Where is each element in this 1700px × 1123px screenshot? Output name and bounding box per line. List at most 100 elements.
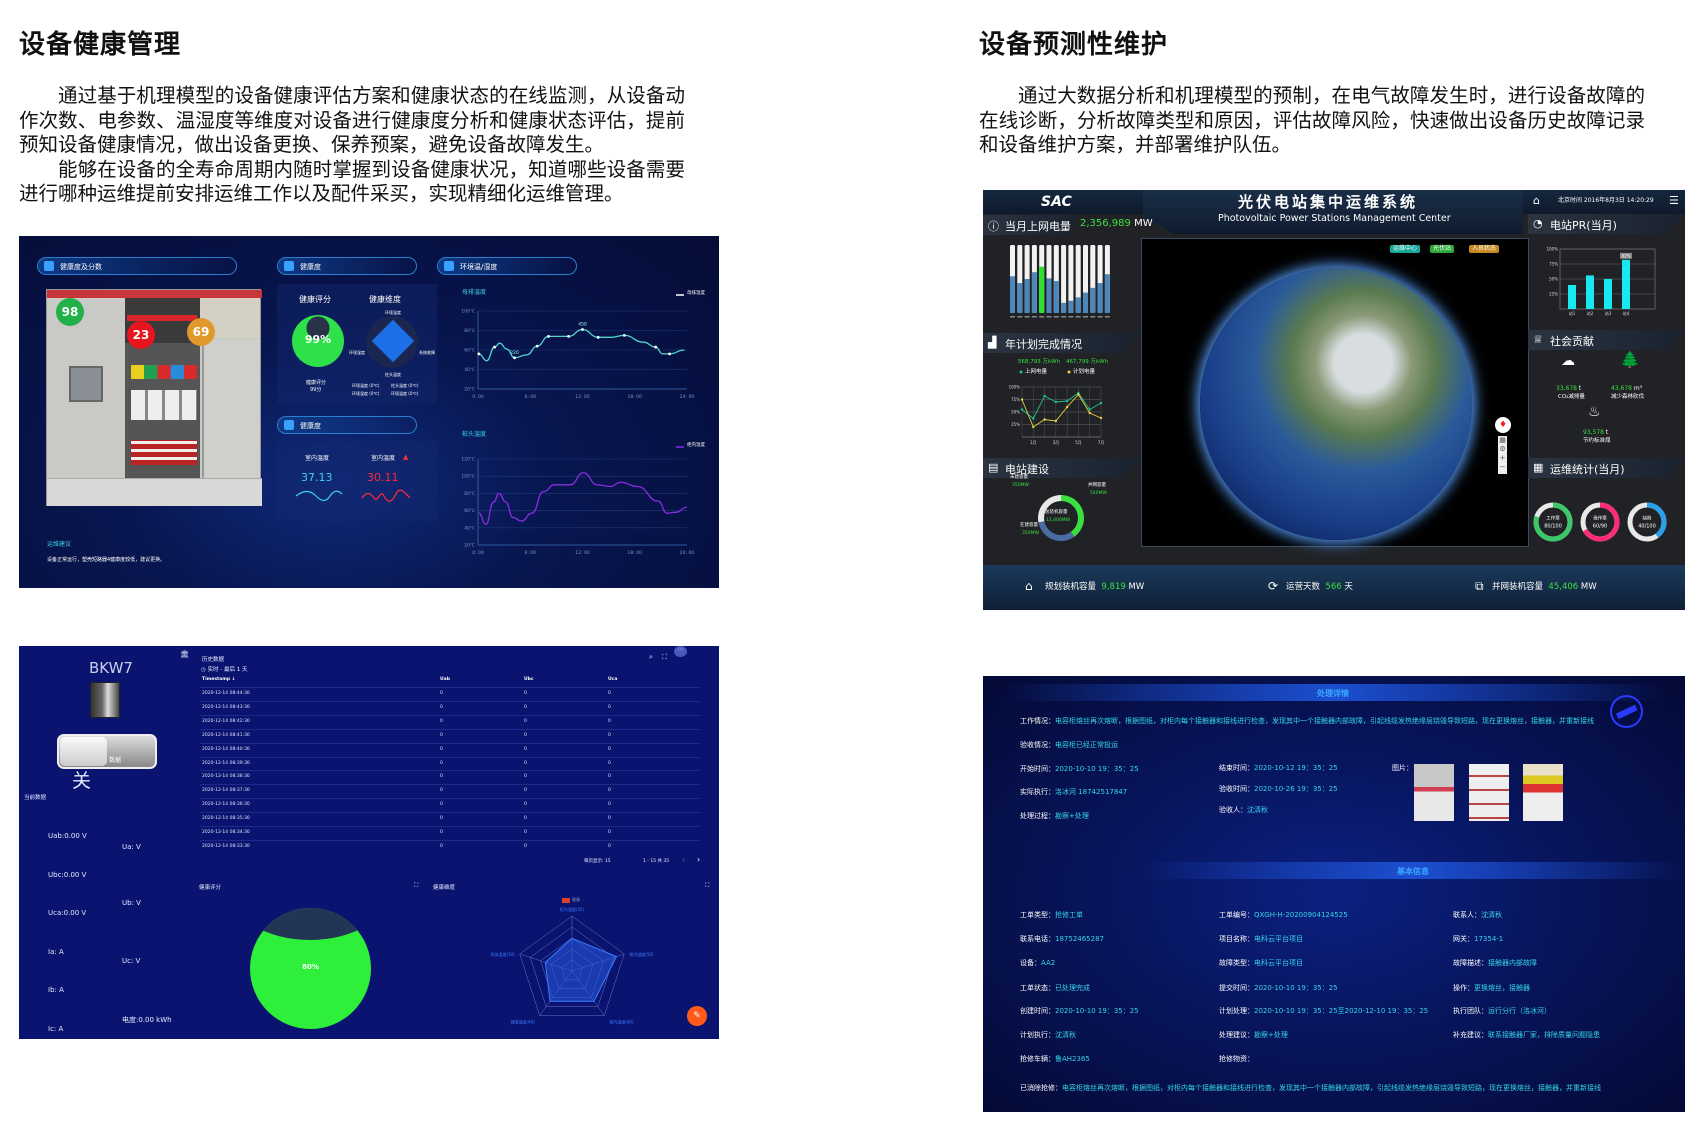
energy-bar-label: [1046, 316, 1052, 318]
ops-ring-label: 工作票: [1546, 515, 1560, 522]
basic-field-label: 执行团队：: [1453, 1007, 1488, 1015]
search-icon[interactable]: ⌕: [649, 653, 653, 661]
history-range[interactable]: 实时 - 最后 1 天: [207, 667, 248, 673]
x-tick-label: 6: 00: [524, 550, 536, 556]
health-paragraphs: 通过基于机理模型的设备健康评估方案和健康状态的在线监测，从设备动作次数、电参数、…: [19, 85, 685, 208]
table-cell: 0: [440, 788, 443, 794]
compass-icon[interactable]: ♦: [1495, 417, 1511, 433]
health-badge-1[interactable]: 98: [56, 298, 84, 326]
plan-house-icon: ⌂: [1025, 579, 1033, 593]
indoor-hum-value: 30.11: [367, 471, 399, 484]
map-tag-pv-station[interactable]: 光伏站: [1430, 245, 1455, 253]
table-cell: 0: [440, 704, 443, 710]
work-status-value: 电容柜熔丝再次熔断，根据图纸，对柜内每个接触器和接线进行检查，发现其中一个接触器…: [1055, 717, 1594, 725]
photo-section-header: 健康度及分数: [37, 257, 237, 275]
datetime: 北京时间 2016年8月3日 14:20:29: [1558, 197, 1654, 204]
edit-button[interactable]: ✎: [687, 1006, 707, 1026]
power-toggle[interactable]: 数据: [57, 734, 157, 769]
detail-field-label: 实际执行：: [1020, 788, 1055, 796]
map-tag-personnel[interactable]: 人员状态: [1469, 245, 1500, 253]
detail-field-value: 2020-10-10 19：35：25: [1055, 764, 1139, 773]
prev-page-button[interactable]: ‹: [682, 855, 686, 864]
energy-bar: [1068, 300, 1074, 313]
health-badge-3[interactable]: 69: [187, 318, 215, 346]
basic-field-label: 故障描述：: [1453, 959, 1488, 967]
detail-field: 结束时间：2020-10-12 19：35：25: [1219, 763, 1338, 773]
score-expand-icon[interactable]: ⛶: [414, 882, 419, 889]
bank-icon[interactable]: 🏛: [180, 650, 189, 658]
page-size[interactable]: 每页显示: 15: [584, 859, 611, 864]
health-score-gauge: 99%: [292, 315, 344, 367]
table-cell: 2020-12-14 08:36:30: [202, 802, 250, 808]
table-cell: 0: [524, 802, 527, 808]
basic-field: 执行团队：运行分行（洛冰河）: [1453, 1006, 1551, 1016]
pr-category-label: 站3: [1605, 310, 1612, 316]
row-divider: [200, 742, 700, 744]
row-divider: [200, 798, 700, 800]
y-tick-label: 60℃: [464, 348, 475, 354]
basic-field-value: 已处理完成: [1055, 984, 1090, 992]
footer-bar: [983, 565, 1685, 610]
radar-label: 柜体温度(30): [490, 951, 515, 957]
energy-bar: [1024, 279, 1030, 313]
table-cell: 2020-12-14 08:43:30: [202, 704, 250, 710]
menu-icon[interactable]: ☰: [1669, 194, 1679, 207]
basic-field-label: 工单类型：: [1020, 911, 1055, 919]
map-zoom-controls[interactable]: ▦ ⚙ + −: [1498, 436, 1507, 474]
energy-bar-label: [1017, 316, 1023, 318]
fault-photo-1[interactable]: [1414, 764, 1454, 821]
table-cell: 0: [608, 704, 611, 710]
globe-map[interactable]: [1141, 238, 1529, 547]
x-tick-label: 0: 00: [472, 394, 484, 400]
basic-field: 工单类型：抢修工单: [1020, 910, 1083, 920]
trophy-icon: ♕: [1533, 333, 1543, 346]
grid-capacity-label: 并网装机容量: [1492, 582, 1544, 592]
table-cell: 0: [608, 802, 611, 808]
reading-uc: Uc: V: [122, 957, 141, 965]
x-tick-label: 18: 00: [628, 550, 643, 556]
building-label: 在建容量: [1020, 523, 1038, 528]
column-header-1[interactable]: Uab: [440, 677, 450, 682]
ops-ring-progress: [1580, 502, 1620, 542]
column-header-0[interactable]: Timestamp ↓: [202, 677, 236, 682]
monthly-energy-header: ⓘ 当月上网电量: [983, 215, 1078, 235]
table-cell: 0: [440, 718, 443, 724]
radar-expand-icon[interactable]: ⛶: [705, 882, 710, 889]
table-cell: 0: [440, 732, 443, 738]
basic-field-value: 2020-10-10 19：35：25: [1254, 984, 1338, 992]
column-header-3[interactable]: Uca: [608, 677, 618, 682]
env-section-label: 环境温/湿度: [460, 263, 498, 271]
pr-bar: [1568, 285, 1576, 309]
basic-field-value: 电科云平台项目: [1254, 959, 1303, 967]
detail-field: 实际执行：洛冰河 18742517847: [1020, 787, 1127, 797]
y-tick-label: 120℃: [461, 457, 475, 463]
fault-photo-3[interactable]: [1523, 764, 1563, 821]
table-cell: 0: [608, 816, 611, 822]
radar-label: 柜内湿度(50): [629, 951, 654, 957]
fault-photo-2[interactable]: [1469, 764, 1509, 821]
detail-field-label: 结束时间：: [1219, 764, 1254, 772]
detail-field: 验收情况：电容柜已经正常投运: [1020, 740, 1118, 750]
table-cell: 0: [524, 788, 527, 794]
basic-field-value: 18752465287: [1055, 935, 1104, 943]
x-tick-label: 24: 00: [680, 550, 695, 556]
pr-bar: [1604, 279, 1612, 309]
column-header-2[interactable]: Ubc: [524, 677, 534, 682]
y-tick-label: 40℃: [464, 525, 475, 531]
health-badge-2[interactable]: 23: [127, 321, 155, 349]
expand-icon[interactable]: ⛶: [662, 653, 667, 661]
map-tag-ops-center[interactable]: 运维中心: [1390, 245, 1421, 253]
chart-icon: ▟: [988, 336, 997, 349]
pr-header: ◔ 电站PR(当月): [1528, 214, 1685, 234]
earth-globe[interactable]: [1200, 268, 1472, 540]
grid-label: 并网容量: [1088, 483, 1106, 488]
cleared-label: 已消除抢修：: [1020, 1084, 1062, 1092]
system-subtitle: Photovoltaic Power Stations Management C…: [1218, 213, 1451, 224]
more-options-button[interactable]: ⋯: [674, 646, 687, 657]
home-icon[interactable]: ⌂: [1533, 194, 1540, 207]
basic-field-label: 计划处理：: [1219, 1007, 1254, 1015]
data-point: [535, 344, 539, 348]
next-page-button[interactable]: ›: [697, 855, 701, 864]
energy-bar-label: [1039, 316, 1045, 318]
energy-bar: [1017, 283, 1023, 313]
